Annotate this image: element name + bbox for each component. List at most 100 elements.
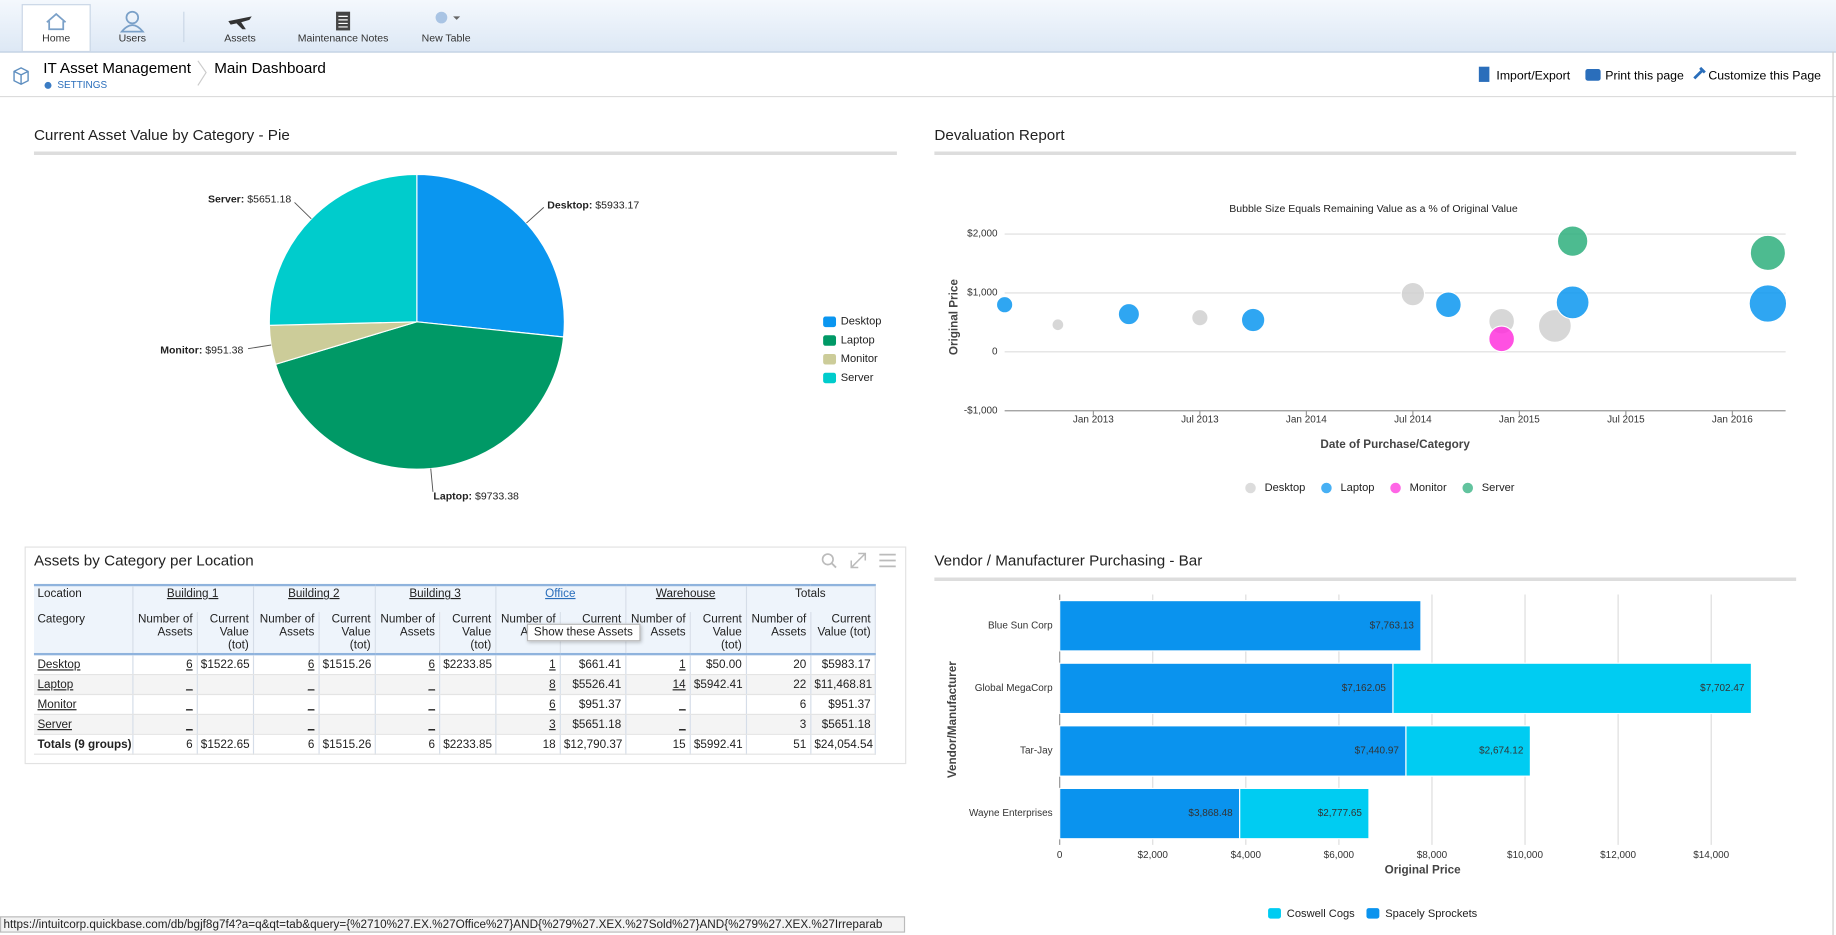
cell-link[interactable]: 1	[679, 658, 686, 672]
legend-marker	[1321, 482, 1332, 494]
table-cell	[318, 714, 376, 735]
panel-title: Current Asset Value by Category - Pie	[34, 127, 290, 144]
cell-link[interactable]: _	[679, 698, 686, 711]
app-name[interactable]: IT Asset Management	[43, 60, 191, 77]
location-link[interactable]: Building 3	[409, 587, 461, 601]
tab-label[interactable]: New Table	[422, 32, 471, 44]
x-tick-label: Jul 2013	[1181, 415, 1219, 426]
table-cell: $11,468.81	[810, 674, 876, 696]
x-tick-label: $14,000	[1693, 850, 1729, 861]
location-link[interactable]: Building 1	[166, 587, 219, 601]
bar-segment	[1239, 787, 1370, 840]
table-cell: _	[132, 674, 198, 696]
subheader-cell: Number of Assets	[625, 612, 691, 656]
legend-swatch	[823, 316, 837, 328]
cell-link[interactable]: _	[307, 678, 315, 692]
cell-link[interactable]: _	[428, 698, 436, 711]
table-cell: $50.00	[689, 654, 747, 676]
app-icon	[13, 67, 29, 86]
menu-icon[interactable]	[879, 553, 896, 568]
header-action[interactable]: Customize this Page	[1708, 68, 1821, 82]
cell-link[interactable]: _	[679, 717, 686, 731]
cell-link[interactable]: 1	[549, 658, 556, 672]
pie-label-category: Desktop	[547, 198, 595, 210]
pie-label-category: Laptop	[433, 491, 475, 503]
table-cell: 15	[625, 734, 691, 755]
bubble	[1051, 318, 1065, 332]
cell-link[interactable]: Laptop	[37, 678, 74, 692]
tab-label[interactable]: Assets	[224, 32, 256, 44]
legend-marker	[1245, 482, 1256, 494]
table-cell: 6	[252, 654, 320, 676]
table-cell	[318, 674, 376, 696]
table-cell: _	[132, 694, 198, 715]
header-row: Location Building 1 Building 2 Building 3 Of…	[33, 583, 876, 613]
table-cell: $2233.85	[439, 654, 496, 676]
location-link[interactable]: Warehouse	[655, 587, 716, 601]
table-cell: $661.41	[559, 654, 626, 676]
cell-text: 6	[307, 737, 315, 751]
cell-link[interactable]: 6	[428, 658, 436, 672]
cell-link[interactable]: 6	[549, 698, 556, 711]
subheader-cell: Current Value (tot)	[196, 612, 254, 656]
bubble	[1240, 307, 1266, 333]
cell-link[interactable]: 6	[186, 658, 193, 672]
cell-link[interactable]: _	[307, 717, 315, 731]
tab-label[interactable]: Users	[119, 32, 146, 44]
expand-icon[interactable]	[850, 552, 867, 569]
cell-link[interactable]: 8	[549, 678, 556, 692]
cell-link[interactable]: _	[186, 717, 193, 731]
cell-link[interactable]: Server	[37, 717, 72, 731]
status-url: https://intuitcorp.quickbase.com/db/bgjf…	[0, 916, 906, 933]
bubble	[1191, 308, 1209, 327]
cell-link[interactable]: _	[307, 698, 315, 711]
table-cell	[196, 694, 254, 715]
subheader-cell: Current Value (tot)	[689, 612, 747, 656]
location-link[interactable]: Office	[545, 587, 576, 601]
cell-link[interactable]: _	[428, 678, 436, 692]
header-action[interactable]: Print this page	[1605, 68, 1684, 82]
table-cell: $5651.18	[559, 714, 626, 735]
cell-text: $951.37	[578, 698, 622, 711]
pie-label: Monitor$951.38	[160, 344, 243, 356]
tab-label[interactable]: Maintenance Notes	[298, 32, 389, 44]
table-cell: _	[625, 694, 691, 715]
users-icon	[125, 10, 140, 25]
cell-link[interactable]: 3	[549, 717, 556, 731]
cell-text: $951.37	[828, 698, 871, 711]
table-cell: _	[374, 714, 440, 735]
cell-link[interactable]: 14	[672, 678, 686, 692]
cell-link[interactable]: 6	[307, 658, 315, 672]
search-icon[interactable]	[821, 553, 834, 566]
cell-link[interactable]: _	[186, 698, 193, 711]
table-cell: Laptop	[33, 674, 133, 696]
home-tab-selected[interactable]	[21, 4, 91, 53]
new-table-icon	[435, 11, 448, 24]
pie-label-value: $9733.38	[474, 490, 519, 503]
cell-text: 6	[186, 737, 193, 751]
table-cell: 20	[745, 654, 811, 676]
settings-link[interactable]: SETTINGS	[57, 80, 107, 91]
panel-underlines	[33, 151, 1797, 582]
cell-link[interactable]: _	[428, 717, 436, 731]
header-action[interactable]: Import/Export	[1496, 68, 1570, 82]
table-cell	[318, 694, 376, 715]
cell-link[interactable]: Desktop	[37, 658, 81, 672]
y-tick-label: 0	[992, 346, 998, 357]
subheader-cell: Category	[33, 612, 133, 656]
cell-link[interactable]: Monitor	[37, 698, 77, 711]
cell-text: $24,054.54	[814, 737, 874, 751]
cell-text: $50.00	[705, 658, 742, 672]
legend-swatch	[1268, 908, 1281, 919]
tab-label[interactable]: Home	[42, 32, 70, 44]
x-tick-label: Jan 2014	[1286, 415, 1327, 426]
cell-text: $2233.85	[443, 658, 493, 672]
pie-slice	[268, 173, 418, 326]
cell-text: 20	[793, 658, 807, 672]
location-link[interactable]: Building 2	[288, 587, 340, 601]
bar-value-label: $7,440.97	[1355, 746, 1400, 757]
x-tick-label: Jan 2015	[1499, 415, 1540, 426]
table-cell: _	[374, 694, 440, 715]
subheader-cell: Current Value (tot)	[439, 612, 496, 656]
cell-link[interactable]: _	[186, 678, 193, 692]
